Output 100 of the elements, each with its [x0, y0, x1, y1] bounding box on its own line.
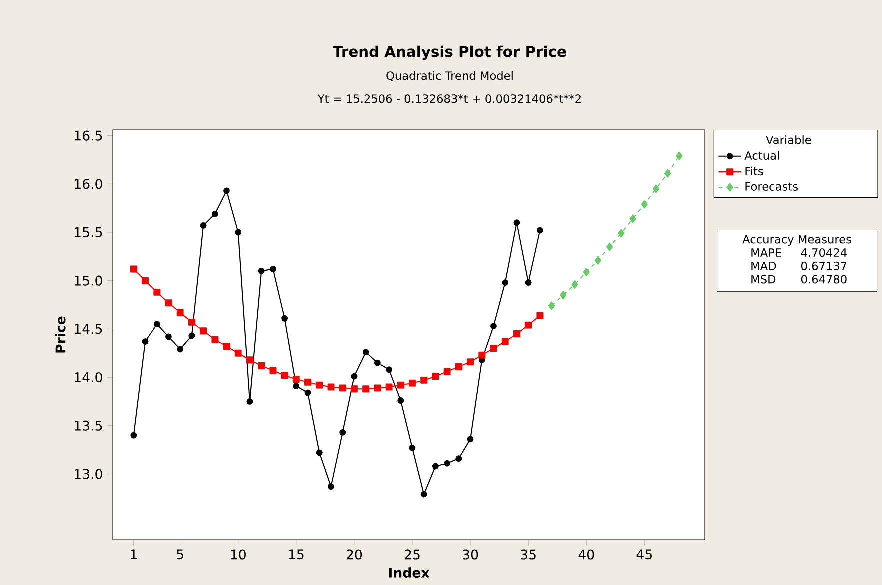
point — [130, 432, 138, 439]
point — [502, 338, 509, 346]
point — [224, 188, 230, 194]
point — [490, 345, 498, 352]
point — [234, 350, 242, 357]
x-tick-label: 15 — [289, 550, 304, 560]
point — [188, 332, 196, 340]
point — [165, 300, 172, 307]
point — [409, 380, 416, 387]
text: 0.67137 — [802, 262, 847, 270]
x-tick-label: 30 — [463, 550, 478, 560]
text: MSD — [752, 275, 776, 284]
point — [130, 266, 138, 273]
point — [235, 229, 242, 236]
point — [212, 210, 218, 218]
text: Yt = 15.2506 - 0.132683*t + 0.00321406*t**2 — [318, 94, 581, 104]
point — [490, 323, 497, 330]
point — [594, 256, 602, 265]
point — [281, 372, 288, 380]
point — [177, 346, 184, 353]
point — [420, 491, 428, 498]
x-tick-label: 25 — [404, 550, 420, 560]
point — [328, 484, 334, 490]
point — [293, 383, 300, 390]
point — [292, 376, 300, 383]
point — [166, 334, 172, 340]
point — [676, 152, 683, 160]
point — [246, 398, 254, 405]
point — [478, 352, 486, 359]
point — [350, 386, 358, 393]
point — [560, 291, 567, 300]
x-tick-label: 40 — [578, 550, 594, 560]
text: Accuracy Measures — [742, 235, 852, 246]
y-tick-label: 14.0 — [75, 372, 102, 383]
point — [374, 360, 381, 366]
point — [455, 363, 462, 370]
x-tick-label: 35 — [521, 550, 536, 560]
point — [536, 227, 544, 234]
point — [386, 384, 393, 391]
text: 0.64780 — [802, 275, 847, 284]
point — [142, 338, 149, 345]
point — [304, 378, 312, 386]
x-tick-label: 10 — [231, 550, 246, 560]
point — [340, 429, 346, 436]
chart-subtitle: Quadratic Trend Model — [386, 71, 513, 82]
point — [258, 268, 265, 274]
point — [154, 321, 160, 328]
point — [664, 169, 672, 178]
point — [374, 384, 382, 392]
point — [432, 373, 440, 380]
point — [652, 184, 660, 194]
point — [397, 382, 404, 389]
point — [282, 315, 288, 322]
point — [409, 444, 416, 452]
point — [467, 358, 474, 366]
point — [606, 242, 614, 252]
legend-label: Fits — [746, 166, 764, 176]
point — [641, 200, 648, 209]
x-tick-label: 1 — [131, 550, 137, 560]
point — [328, 384, 335, 391]
point — [525, 322, 532, 329]
point — [362, 386, 370, 393]
point — [513, 330, 520, 338]
point — [548, 302, 556, 310]
point — [316, 382, 324, 389]
point — [618, 229, 625, 238]
point — [630, 214, 636, 224]
chart-title: Trend Analysis Plot for Price — [333, 46, 566, 60]
point — [270, 266, 276, 272]
point — [572, 280, 578, 289]
point — [514, 220, 520, 226]
point — [502, 280, 509, 286]
legend-label: Forecasts — [746, 182, 798, 191]
point — [316, 450, 323, 456]
point — [339, 384, 346, 392]
y-tick-label: 15.5 — [75, 228, 102, 238]
x-tick-label: 45 — [636, 550, 652, 560]
x-axis-title: Index — [389, 568, 430, 578]
text: MAD — [752, 262, 776, 270]
text: MAPE — [752, 248, 782, 257]
y-tick-label: 13.0 — [75, 469, 102, 480]
y-tick-label: 16.0 — [75, 179, 102, 190]
legend-title: Variable — [766, 136, 812, 144]
y-tick-label: 16.5 — [75, 130, 102, 141]
point — [142, 277, 149, 284]
y-tick-label: 15.0 — [75, 276, 102, 286]
point — [398, 398, 404, 404]
point — [444, 460, 451, 467]
point — [536, 312, 544, 320]
x-tick-label: 5 — [177, 550, 184, 560]
point — [258, 362, 266, 370]
point — [456, 456, 462, 462]
point — [154, 288, 161, 296]
point — [200, 222, 207, 229]
point — [176, 309, 184, 316]
point — [304, 390, 312, 396]
point — [386, 366, 392, 374]
point — [420, 376, 428, 384]
legend-label: Actual — [744, 151, 780, 160]
point — [432, 463, 439, 470]
